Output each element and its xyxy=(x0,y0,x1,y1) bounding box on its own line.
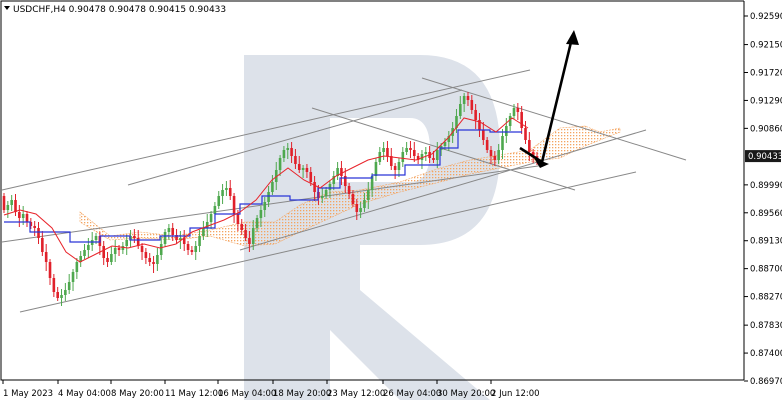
broker-logo-r-icon xyxy=(244,55,500,400)
time-tick-label: 4 May 04:00 xyxy=(58,389,111,399)
price-tick-label: 0.91290 xyxy=(750,96,782,106)
time-tick-label: 23 May 12:00 xyxy=(327,389,385,399)
price-tick-label: 0.92150 xyxy=(750,41,782,51)
price-tick-label: 0.89990 xyxy=(750,181,782,191)
trend-line xyxy=(1,69,531,191)
triangle-down-icon[interactable] xyxy=(4,6,10,10)
trend-line xyxy=(19,171,637,313)
price-tick-label: 0.91720 xyxy=(750,69,782,79)
trend-line xyxy=(239,129,647,251)
chart-header[interactable]: USDCHF,H4 0.90478 0.90478 0.90415 0.9043… xyxy=(4,5,226,15)
price-axis: 0.92590 0.92150 0.91720 0.91290 0.90860 0.904… xyxy=(744,12,782,387)
price-tick-label: 0.92590 xyxy=(750,12,782,22)
symbol-ohlc-text: USDCHF,H4 0.90478 0.90478 0.90415 0.9043… xyxy=(13,5,226,15)
trend-line xyxy=(421,77,687,161)
watermark-logo xyxy=(244,55,500,400)
time-tick-label: 11 May 12:00 xyxy=(165,389,223,399)
price-tick-label: 0.88270 xyxy=(750,293,782,303)
price-tick-label: 0.87400 xyxy=(750,349,782,359)
time-tick-label: 18 May 20:00 xyxy=(273,389,331,399)
price-tick-label: 0.88700 xyxy=(750,265,782,275)
time-tick-label: 16 May 04:00 xyxy=(218,389,276,399)
trend-line xyxy=(311,107,576,191)
trend-line xyxy=(1,164,546,243)
trend-lines xyxy=(1,69,687,313)
current-price-badge xyxy=(745,150,781,163)
price-tick-label: 0.89130 xyxy=(750,237,782,247)
tenkan-sen-line xyxy=(3,117,529,263)
time-tick-label: 26 May 04:00 xyxy=(383,389,441,399)
price-tick-label: 0.90860 xyxy=(750,124,782,134)
current-price-label: 0.90433 xyxy=(748,152,782,162)
forecast-arrow xyxy=(519,30,579,168)
arrow-up-icon xyxy=(566,30,579,45)
price-tick-label: 0.86970 xyxy=(750,377,782,387)
time-tick-label: 2 Jun 12:00 xyxy=(491,389,540,399)
kijun-sen-line xyxy=(4,129,522,243)
price-tick-label: 0.87830 xyxy=(750,321,782,331)
time-tick-label: 30 May 20:00 xyxy=(437,389,495,399)
trend-line xyxy=(127,89,463,186)
time-axis: 1 May 2023 4 May 04:00 8 May 20:00 11 May 1… xyxy=(2,380,540,399)
price-axis-area[interactable] xyxy=(744,0,782,381)
time-tick-label: 1 May 2023 xyxy=(3,389,53,399)
arrow-down-icon xyxy=(534,158,549,168)
price-tick-label: 0.89560 xyxy=(750,209,782,219)
time-tick-label: 8 May 20:00 xyxy=(111,389,164,399)
